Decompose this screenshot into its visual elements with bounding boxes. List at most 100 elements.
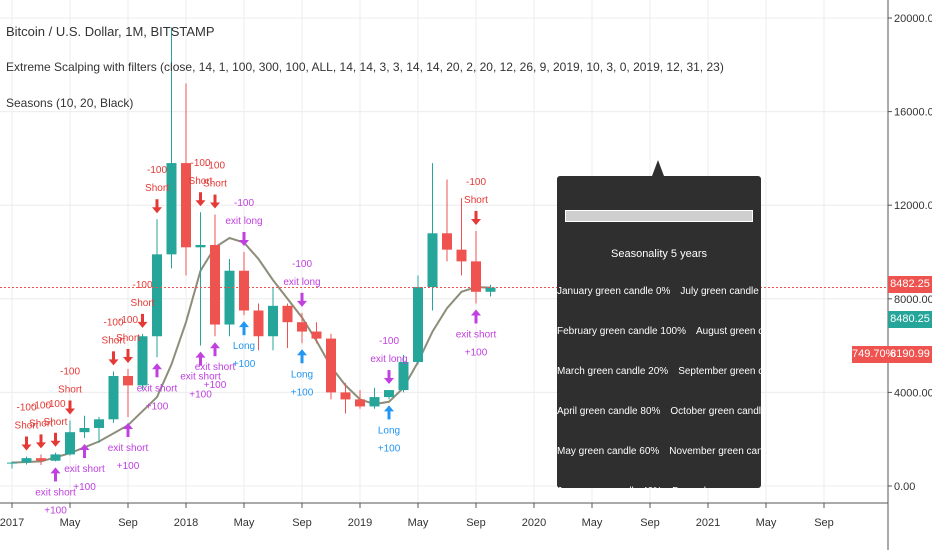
x-tick-label: May (408, 517, 429, 529)
signal-label: -100 (31, 400, 51, 411)
signal-label: Short (131, 298, 155, 309)
signal-label: Short (145, 183, 169, 194)
candle-body (239, 270, 249, 311)
seasonality-title: Seasonality 5 years (611, 248, 707, 260)
candle-body (7, 462, 17, 464)
x-tick-label: May (582, 517, 603, 529)
y-tick-label: 20000.00 (894, 13, 932, 25)
x-tick-label: 2019 (348, 517, 372, 529)
candle-body (355, 399, 365, 407)
candle-body (471, 261, 481, 292)
signal-arrow-head (137, 321, 148, 328)
candle-body (384, 390, 394, 398)
signal-label: Short (189, 176, 213, 187)
signal-label: Long (291, 369, 313, 380)
candle-body (297, 322, 307, 332)
seasonality-pointer (652, 160, 664, 176)
signal-label: exit short (195, 362, 236, 373)
signal-label: exit short (108, 443, 149, 454)
candle-body (21, 458, 32, 463)
signal-label: exit short (35, 487, 76, 498)
signal-label: -100 (205, 161, 225, 172)
candle-body (210, 244, 220, 325)
signal-label: +100 (117, 461, 140, 472)
candle-body (166, 163, 177, 255)
signal-arrow-head (195, 351, 206, 358)
candle-body (137, 336, 148, 386)
signal-label: exit long (370, 354, 407, 365)
signal-arrow-head (297, 349, 307, 356)
x-tick-label: Sep (640, 517, 660, 529)
signal-label: Short (29, 418, 53, 429)
signal-label: +100 (146, 401, 169, 412)
seasonality-panel: Seasonality 5 years January green candle… (557, 176, 761, 488)
candle-body (65, 432, 75, 455)
signal-arrow-head (471, 309, 481, 316)
price-badge-last: 8482.25 (888, 276, 932, 293)
candle-body (152, 254, 162, 337)
signal-label: -100 (379, 336, 399, 347)
candle-body (282, 305, 293, 323)
seasonality-cell-right: August green candle 20% (695, 326, 761, 337)
y-tick-label: 12000.00 (894, 200, 932, 212)
signal-arrow-head (239, 321, 249, 328)
seasonality-row: April green candle 80% October green cand… (557, 406, 761, 417)
y-tick-label: 8000.00 (894, 294, 932, 306)
candle-body (108, 376, 119, 420)
y-tick-label: 16000.00 (894, 107, 932, 119)
signal-label: -100 (190, 158, 210, 169)
seasonality-cell-left: January green candle 0% (557, 286, 671, 297)
signal-arrow-head (239, 240, 249, 246)
x-tick-label: May (234, 517, 255, 529)
signal-arrow-head (21, 444, 32, 451)
x-tick-label: May (60, 517, 81, 529)
candle-body (456, 249, 467, 262)
chart-title: Bitcoin / U.S. Dollar, 1M, BITSTAMP (6, 24, 215, 39)
signal-arrow-head (50, 467, 61, 474)
x-tick-label: 2020 (522, 517, 546, 529)
signal-label: +100 (465, 347, 488, 358)
seasonality-row: May green candle 60% November green candl… (557, 446, 761, 457)
candle-body (253, 310, 264, 337)
seasonality-cell-right: December green candle 20% (672, 486, 761, 488)
signal-label: +100 (233, 359, 256, 370)
seasonality-row: June green candle 40% December green cand… (557, 486, 761, 488)
seasonality-cell-right: November green candle 40% (669, 446, 761, 457)
signal-label: -100 (147, 165, 167, 176)
signal-label: Short (116, 333, 140, 344)
candle-body (224, 270, 235, 325)
indicator-extreme-scalping[interactable]: Extreme Scalping with filters (close, 14… (6, 60, 724, 74)
y-axis[interactable]: 20000.00 16000.00 12000.00 8000.00 4000.00 0.… (887, 0, 932, 550)
signal-label: Long (378, 425, 400, 436)
candle-body (79, 427, 90, 433)
percent-badge: 749.70% (852, 346, 895, 363)
signal-label: -100 (60, 366, 80, 377)
signal-label: exit long (225, 216, 262, 227)
candle-body (36, 458, 46, 461)
indicator-seasons[interactable]: Seasons (10, 20, Black) (6, 96, 134, 110)
signal-label: +100 (204, 380, 227, 391)
x-tick-label: Sep (466, 517, 486, 529)
signal-label: -100 (45, 399, 65, 410)
x-tick-label: Sep (292, 517, 312, 529)
seasonality-cell-left: February green candle 100% (557, 326, 686, 337)
signal-label: -100 (466, 177, 486, 188)
candle-body (442, 233, 452, 250)
signal-label: Short (102, 335, 126, 346)
signal-label: exit long (283, 277, 320, 288)
candle-body (485, 287, 496, 292)
candle-body (369, 397, 380, 407)
seasonality-cell-left: May green candle 60% (557, 446, 660, 457)
signal-arrow-head (152, 207, 162, 214)
x-axis[interactable]: 2017 May Sep 2018 May Sep 2019 May Sep 2020 May Sep… (0, 502, 888, 529)
signal-label: -100 (103, 317, 123, 328)
signal-label: Short (203, 179, 227, 190)
signal-label: +100 (378, 443, 401, 454)
x-tick-label: Sep (118, 517, 138, 529)
signal-label: +100 (44, 505, 67, 516)
seasonality-cell-right: September green candle 40% (678, 366, 761, 377)
y-tick-label: 0.00 (894, 481, 915, 493)
signal-label: exit short (180, 372, 221, 383)
signal-label: -100 (118, 315, 138, 326)
